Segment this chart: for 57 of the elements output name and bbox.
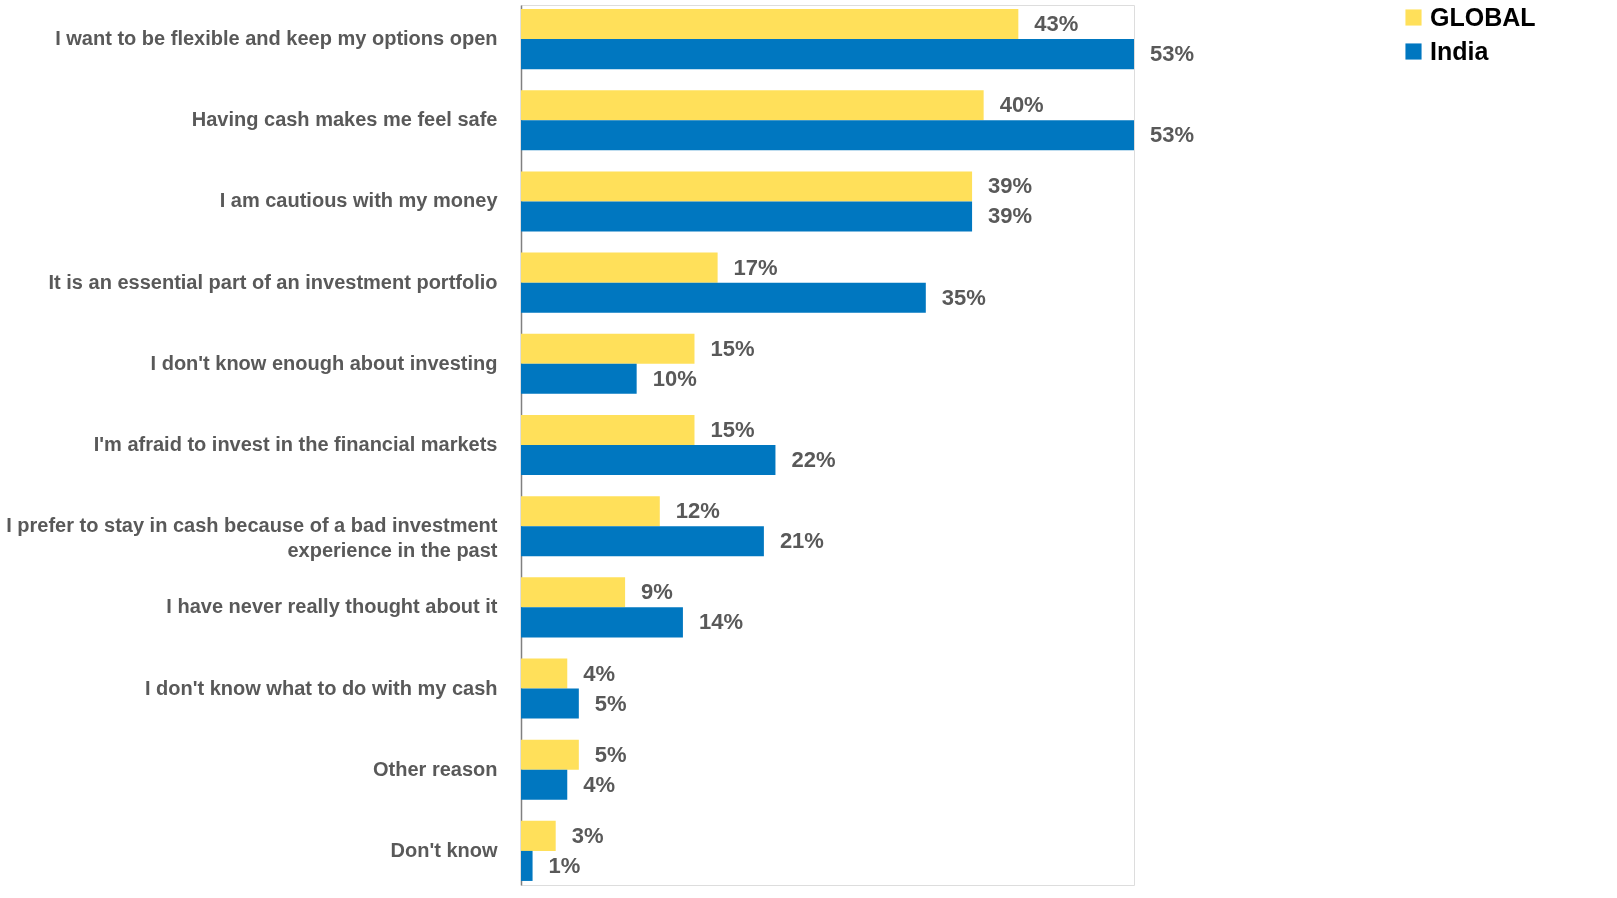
bar <box>521 607 683 638</box>
data-label: 3% <box>571 822 604 848</box>
y-tick-label: I want to be flexible and keep my options open <box>55 27 498 50</box>
bar <box>521 496 660 527</box>
y-tick-label: I prefer to stay in cash because of a bad investment experience in the past <box>6 514 498 562</box>
bar <box>521 171 973 202</box>
y-tick-label: I'm afraid to invest in the financial markets <box>93 433 498 455</box>
data-label: 5% <box>594 741 627 767</box>
data-label: 39% <box>988 173 1033 199</box>
bar <box>521 658 568 689</box>
y-tick-label: I don't know enough about investing <box>150 351 498 374</box>
y-tick-label: It is an essential part of an investment portfolio <box>48 270 498 293</box>
data-label: 15% <box>710 335 755 361</box>
data-label: 21% <box>779 528 824 554</box>
bar <box>521 820 556 851</box>
y-tick-label: I don't know what to do with my cash <box>144 676 498 699</box>
bar <box>521 120 1134 151</box>
legend-label: GLOBAL <box>1430 2 1536 31</box>
data-label: 12% <box>675 498 720 524</box>
y-tick-label: Having cash makes me feel safe <box>191 108 498 131</box>
bar <box>521 769 568 800</box>
data-label: 17% <box>733 254 778 280</box>
bar <box>521 333 695 364</box>
bar <box>521 850 533 881</box>
bar <box>521 414 695 445</box>
data-label: 40% <box>999 92 1044 118</box>
data-label: 10% <box>652 365 697 391</box>
bar <box>521 252 718 283</box>
y-tick-label: Don't know <box>390 838 498 861</box>
bar <box>521 363 637 394</box>
bar <box>521 39 1134 70</box>
data-label: 53% <box>1150 122 1195 148</box>
bar <box>521 90 984 121</box>
data-label: 1% <box>548 852 581 878</box>
data-label: 39% <box>988 203 1033 229</box>
data-label: 4% <box>583 660 616 686</box>
data-label: 5% <box>594 690 627 716</box>
bar <box>521 9 1019 40</box>
data-label: 14% <box>698 609 743 635</box>
y-tick-label: I have never really thought about it <box>166 595 498 618</box>
data-label: 15% <box>710 416 755 442</box>
bar <box>521 282 926 313</box>
bar <box>521 445 776 476</box>
data-label: 9% <box>641 579 673 605</box>
y-tick-label: I am cautious with my money <box>219 189 499 212</box>
data-label: 35% <box>941 284 986 310</box>
bar <box>521 577 626 608</box>
y-tick-label: Other reason <box>373 757 498 780</box>
data-label: 4% <box>583 771 616 797</box>
data-label: 43% <box>1034 11 1079 37</box>
bar <box>521 688 579 719</box>
bar <box>521 739 579 770</box>
bar <box>521 201 973 232</box>
bar <box>521 526 764 557</box>
data-label: 22% <box>791 447 836 473</box>
data-label: 53% <box>1150 41 1195 67</box>
legend-label: India <box>1430 36 1490 65</box>
